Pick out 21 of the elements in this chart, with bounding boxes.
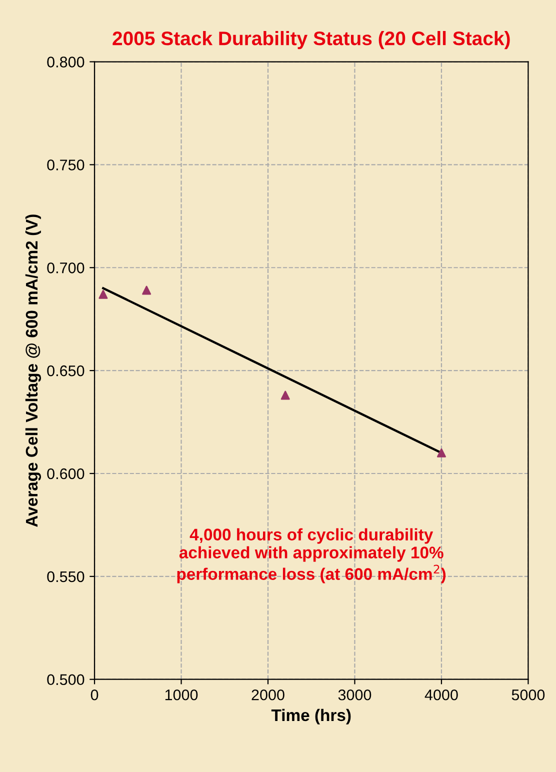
x-axis-title: Time (hrs) bbox=[271, 708, 351, 724]
point bbox=[436, 448, 446, 458]
x-tick-label: 3000 bbox=[338, 689, 372, 700]
x-tick-label: 2000 bbox=[252, 689, 284, 700]
chart-title: 2005 Stack Durability Status (20 Cell Stack) bbox=[112, 31, 510, 50]
y-tick-label: 0.600 bbox=[47, 468, 84, 480]
y-tick-label: 0.750 bbox=[47, 160, 84, 170]
x-tick-label: 5000 bbox=[512, 689, 545, 700]
y-tick-label: 0.800 bbox=[47, 56, 84, 68]
x-tick-label: 0 bbox=[90, 689, 98, 700]
y-tick-label: 0.500 bbox=[47, 674, 84, 686]
y-tick-label: 0.650 bbox=[47, 365, 84, 376]
y-tick-label: 0.550 bbox=[47, 571, 84, 582]
annotation: 4,000 hours of cyclic durability achieved with approximately 10% performance loss (at 600 mA/cm$^{2}$) bbox=[177, 528, 446, 584]
point bbox=[142, 286, 152, 295]
point bbox=[98, 290, 108, 299]
x-tick-label: 1000 bbox=[165, 689, 198, 700]
y-tick-label: 0.700 bbox=[47, 262, 84, 274]
x-tick-label: 4000 bbox=[424, 689, 458, 700]
y-axis-title: Average Cell Voltage @ 600 mA/cm2 (V) bbox=[25, 214, 42, 527]
point bbox=[280, 390, 290, 400]
